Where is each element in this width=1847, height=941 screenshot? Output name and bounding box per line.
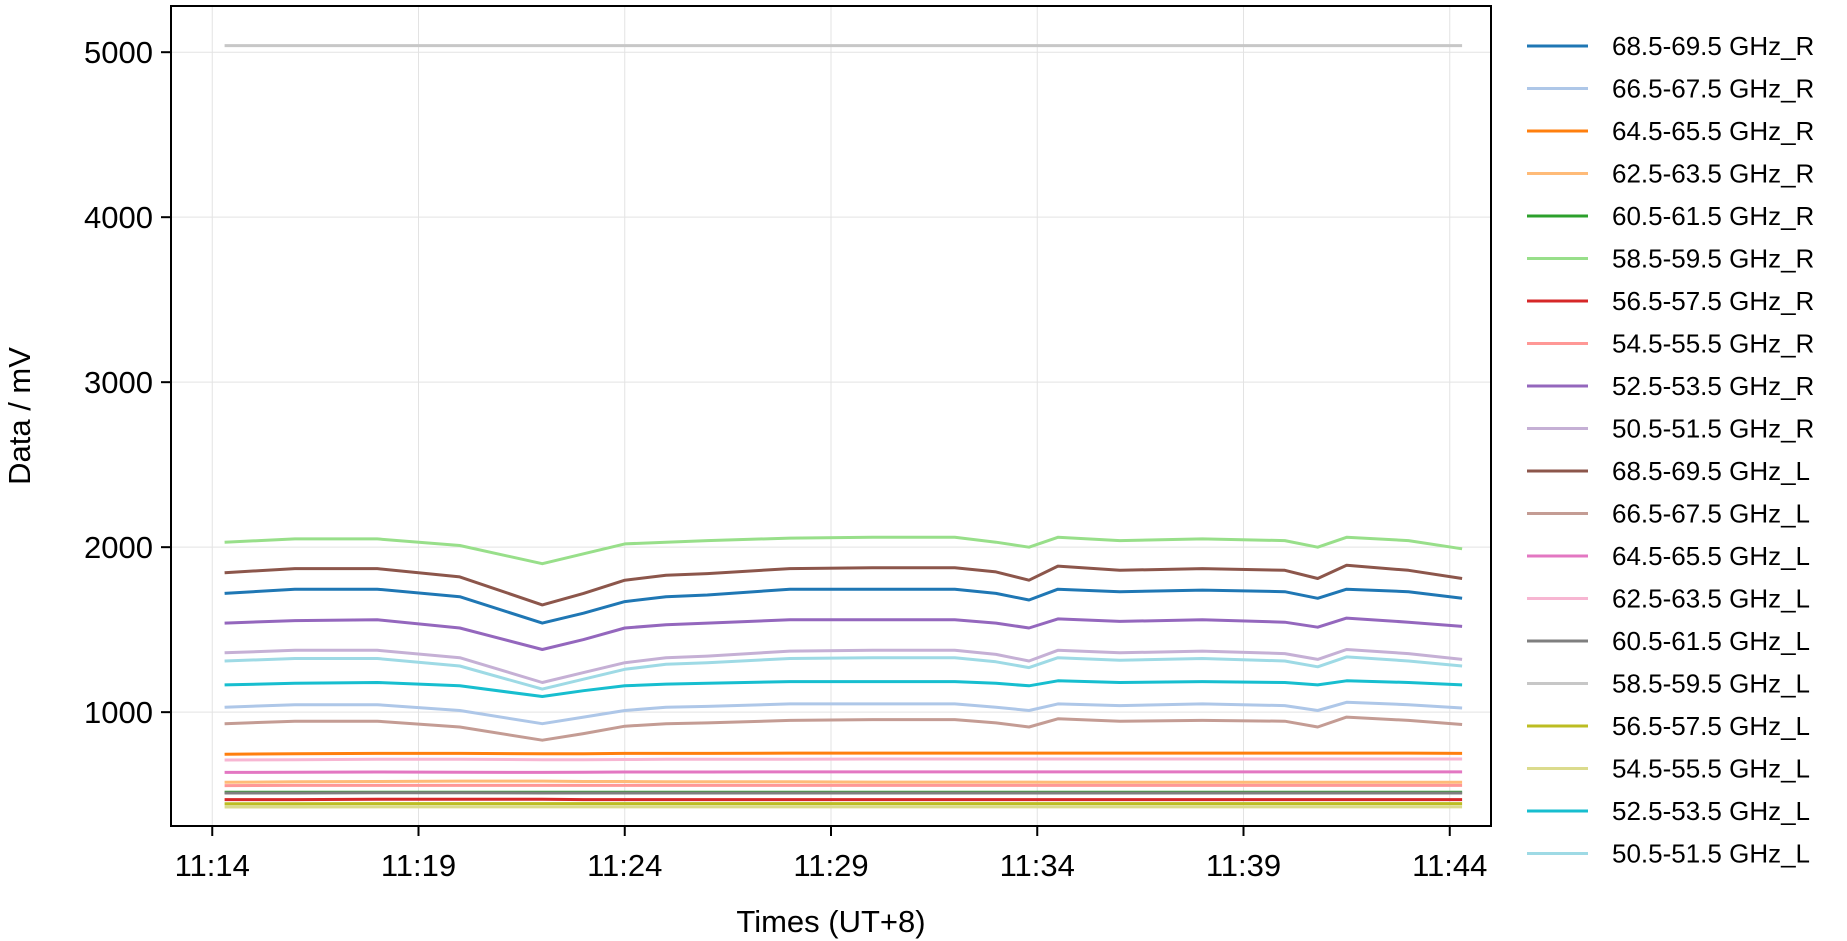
legend-label: 66.5-67.5 GHz_R — [1612, 74, 1814, 104]
legend-item: 60.5-61.5 GHz_L — [1527, 626, 1810, 656]
x-tick-label: 11:39 — [1206, 848, 1281, 883]
y-tick-label: 2000 — [84, 530, 153, 565]
legend-label: 68.5-69.5 GHz_R — [1612, 31, 1814, 61]
series-line — [224, 679, 1463, 698]
legend-label: 52.5-53.5 GHz_R — [1612, 371, 1814, 401]
legend: 68.5-69.5 GHz_R 66.5-67.5 GHz_R 64.5-65.5 … — [1527, 31, 1814, 869]
series-line — [224, 655, 1463, 691]
y-tick-label: 1000 — [84, 695, 153, 730]
legend-label: 68.5-69.5 GHz_L — [1612, 456, 1810, 486]
legend-label: 60.5-61.5 GHz_L — [1612, 626, 1810, 656]
series-line — [224, 587, 1463, 625]
series-line — [224, 751, 1463, 756]
series-line — [224, 535, 1463, 566]
legend-item: 66.5-67.5 GHz_R — [1527, 74, 1814, 104]
x-tick-label: 11:29 — [793, 848, 868, 883]
legend-item: 58.5-59.5 GHz_R — [1527, 244, 1814, 274]
legend-item: 54.5-55.5 GHz_R — [1527, 329, 1814, 359]
y-tick-label: 3000 — [84, 365, 153, 400]
y-axis-ticks: 1000 2000 3000 4000 5000 — [84, 35, 171, 730]
y-axis-label: Data / mV — [2, 347, 37, 485]
legend-label: 54.5-55.5 GHz_L — [1612, 754, 1810, 784]
legend-item: 64.5-65.5 GHz_R — [1527, 116, 1814, 146]
legend-item: 62.5-63.5 GHz_R — [1527, 159, 1814, 189]
legend-item: 50.5-51.5 GHz_L — [1527, 839, 1810, 869]
legend-item: 60.5-61.5 GHz_R — [1527, 201, 1814, 231]
y-tick-label: 4000 — [84, 200, 153, 235]
series-line — [224, 563, 1463, 607]
legend-label: 56.5-57.5 GHz_L — [1612, 711, 1810, 741]
legend-label: 66.5-67.5 GHz_L — [1612, 499, 1810, 529]
x-tick-label: 11:14 — [175, 848, 250, 883]
legend-label: 50.5-51.5 GHz_R — [1612, 414, 1814, 444]
series-line — [224, 648, 1463, 684]
legend-label: 62.5-63.5 GHz_L — [1612, 584, 1810, 614]
legend-item: 52.5-53.5 GHz_R — [1527, 371, 1814, 401]
series-line — [224, 715, 1463, 742]
x-tick-label: 11:19 — [381, 848, 456, 883]
x-tick-label: 11:44 — [1412, 848, 1487, 883]
legend-item: 58.5-59.5 GHz_L — [1527, 669, 1810, 699]
legend-label: 60.5-61.5 GHz_R — [1612, 201, 1814, 231]
series-line — [224, 770, 1463, 774]
legend-item: 62.5-63.5 GHz_L — [1527, 584, 1810, 614]
legend-item: 56.5-57.5 GHz_L — [1527, 711, 1810, 741]
legend-item: 66.5-67.5 GHz_L — [1527, 499, 1810, 529]
series-layer — [224, 44, 1463, 809]
legend-label: 64.5-65.5 GHz_R — [1612, 116, 1814, 146]
legend-label: 56.5-57.5 GHz_R — [1612, 286, 1814, 316]
legend-item: 52.5-53.5 GHz_L — [1527, 796, 1810, 826]
legend-label: 62.5-63.5 GHz_R — [1612, 159, 1814, 189]
series-line — [224, 700, 1463, 726]
series-line — [224, 757, 1463, 762]
x-axis-ticks: 11:14 11:19 11:24 11:29 11:34 11:39 11:44 — [175, 826, 1487, 883]
x-tick-label: 11:24 — [587, 848, 662, 883]
legend-label: 58.5-59.5 GHz_R — [1612, 244, 1814, 274]
legend-item: 68.5-69.5 GHz_R — [1527, 31, 1814, 61]
legend-label: 50.5-51.5 GHz_L — [1612, 839, 1810, 869]
legend-label: 54.5-55.5 GHz_R — [1612, 329, 1814, 359]
series-line — [224, 779, 1463, 784]
y-tick-label: 5000 — [84, 35, 153, 70]
legend-item: 50.5-51.5 GHz_R — [1527, 414, 1814, 444]
grid-lines — [171, 6, 1491, 826]
x-tick-label: 11:34 — [1000, 848, 1075, 883]
legend-label: 58.5-59.5 GHz_L — [1612, 669, 1810, 699]
x-axis-label: Times (UT+8) — [736, 904, 925, 939]
legend-label: 52.5-53.5 GHz_L — [1612, 796, 1810, 826]
legend-item: 64.5-65.5 GHz_L — [1527, 541, 1810, 571]
legend-label: 64.5-65.5 GHz_L — [1612, 541, 1810, 571]
legend-item: 54.5-55.5 GHz_L — [1527, 754, 1810, 784]
series-line — [224, 616, 1463, 651]
legend-item: 68.5-69.5 GHz_L — [1527, 456, 1810, 486]
legend-item: 56.5-57.5 GHz_R — [1527, 286, 1814, 316]
